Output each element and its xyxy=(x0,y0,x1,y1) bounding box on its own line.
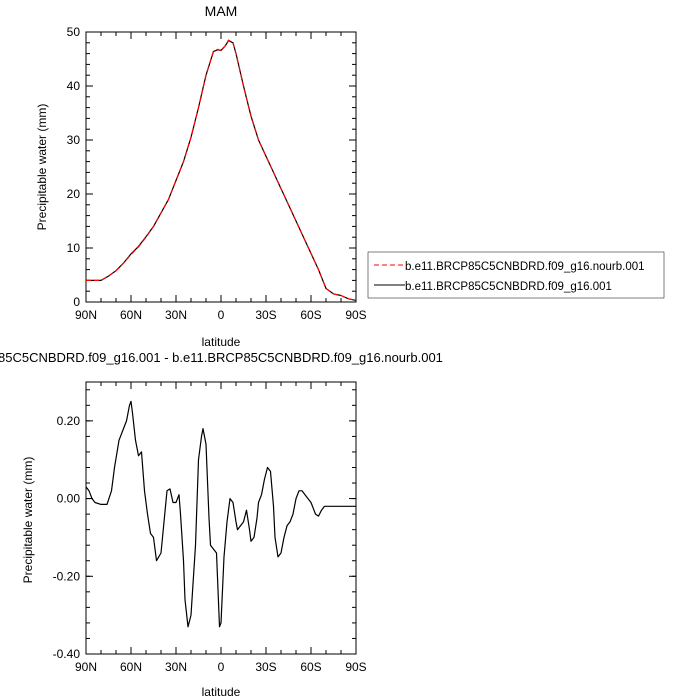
bottom-x-tick-label: 90S xyxy=(345,660,366,674)
top-y-tick-label: 0 xyxy=(73,295,80,309)
top-x-axis: 90N 60N 30N 0 30S 60S 90S xyxy=(75,32,367,322)
top-x-tick-label: 90N xyxy=(75,308,97,322)
bottom-series-line-0 xyxy=(85,400,356,628)
bottom-y-axis: -0.40 -0.20 0.00 0.20 xyxy=(53,389,356,661)
top-x-tick-label: 90S xyxy=(345,308,366,322)
top-y-tick-label: 40 xyxy=(67,79,81,93)
bottom-chart: 85C5CNBDRD.f09_g16.001 - b.e11.BRCP85C5C… xyxy=(0,350,443,699)
top-x-axis-label: latitude xyxy=(202,335,241,349)
bottom-x-tick-label: 60N xyxy=(120,660,142,674)
top-y-axis-label: Precipitable water (mm) xyxy=(35,104,49,231)
top-series xyxy=(86,39,357,301)
top-series-line-0 xyxy=(86,39,357,301)
top-chart-title: MAM xyxy=(205,3,238,19)
bottom-x-axis: 90N 60N 30N 0 30S 60S 90S xyxy=(75,382,367,674)
top-plot-frame xyxy=(85,31,357,303)
bottom-chart-title: 85C5CNBDRD.f09_g16.001 - b.e11.BRCP85C5C… xyxy=(0,350,443,365)
top-y-tick-label: 20 xyxy=(67,187,81,201)
bottom-series xyxy=(85,400,356,628)
bottom-y-axis-label: Precipitable water (mm) xyxy=(21,457,35,584)
bottom-y-tick-label: 0.20 xyxy=(57,414,81,428)
top-x-tick-label: 0 xyxy=(218,308,225,322)
legend: b.e11.BRCP85C5CNBDRD.f09_g16.nourb.001 b… xyxy=(367,251,665,299)
legend-label-nourb: b.e11.BRCP85C5CNBDRD.f09_g16.nourb.001 xyxy=(405,261,645,273)
top-y-axis: 0 10 20 30 40 50 xyxy=(67,25,356,309)
bottom-y-tick-label: 0.00 xyxy=(57,492,81,506)
top-y-tick-label: 10 xyxy=(67,241,81,255)
bottom-x-tick-label: 0 xyxy=(218,660,225,674)
bottom-x-tick-label: 30S xyxy=(255,660,276,674)
bottom-y-tick-label: -0.40 xyxy=(53,647,81,661)
bottom-x-tick-label: 30N xyxy=(165,660,187,674)
top-x-tick-label: 60S xyxy=(300,308,321,322)
bottom-x-tick-label: 60S xyxy=(300,660,321,674)
bottom-x-axis-label: latitude xyxy=(202,685,241,699)
bottom-y-tick-label: -0.20 xyxy=(53,569,81,583)
legend-label-control: b.e11.BRCP85C5CNBDRD.f09_g16.001 xyxy=(405,281,612,293)
legend-box xyxy=(367,251,665,299)
top-y-tick-label: 30 xyxy=(67,133,81,147)
top-x-tick-label: 30N xyxy=(165,308,187,322)
top-series-line-1 xyxy=(86,39,357,301)
top-chart: MAM 90N 60N 30N 0 30S 60S 90S 0 10 20 30 40 50 lati… xyxy=(35,3,367,349)
bottom-x-tick-label: 90N xyxy=(75,660,97,674)
top-x-tick-label: 30S xyxy=(255,308,276,322)
top-x-tick-label: 60N xyxy=(120,308,142,322)
top-y-tick-label: 50 xyxy=(67,25,81,39)
